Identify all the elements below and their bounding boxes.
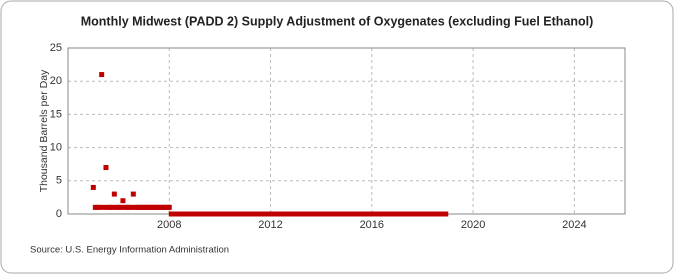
y-tick-label: 10 [50, 142, 62, 154]
y-tick-label: 15 [50, 108, 62, 120]
chart-title: Monthly Midwest (PADD 2) Supply Adjustme… [81, 14, 594, 28]
point [120, 198, 126, 204]
point [97, 204, 103, 210]
point [111, 191, 117, 197]
y-tick-label: 0 [56, 208, 62, 220]
point [99, 72, 105, 78]
x-tick-label: 2008 [157, 219, 181, 231]
x-tick-label: 2016 [360, 219, 384, 231]
x-tick-label: 2012 [258, 219, 282, 231]
point [443, 211, 449, 217]
x-tick-label: 2024 [562, 219, 586, 231]
y-tick-label: 20 [50, 75, 62, 87]
point [103, 165, 109, 171]
point [130, 191, 136, 197]
point [90, 184, 96, 190]
point [128, 204, 134, 210]
point [109, 204, 115, 210]
point [166, 204, 172, 210]
y-tick-label: 25 [50, 42, 62, 54]
y-tick-label: 5 [56, 175, 62, 187]
point [118, 204, 124, 210]
frame [0, 0, 674, 274]
point [101, 204, 107, 210]
x-tick-label: 2020 [461, 219, 485, 231]
source-note: Source: U.S. Energy Information Administ… [30, 245, 229, 256]
y-axis-label: Thousand Barrels per Day [38, 69, 50, 192]
